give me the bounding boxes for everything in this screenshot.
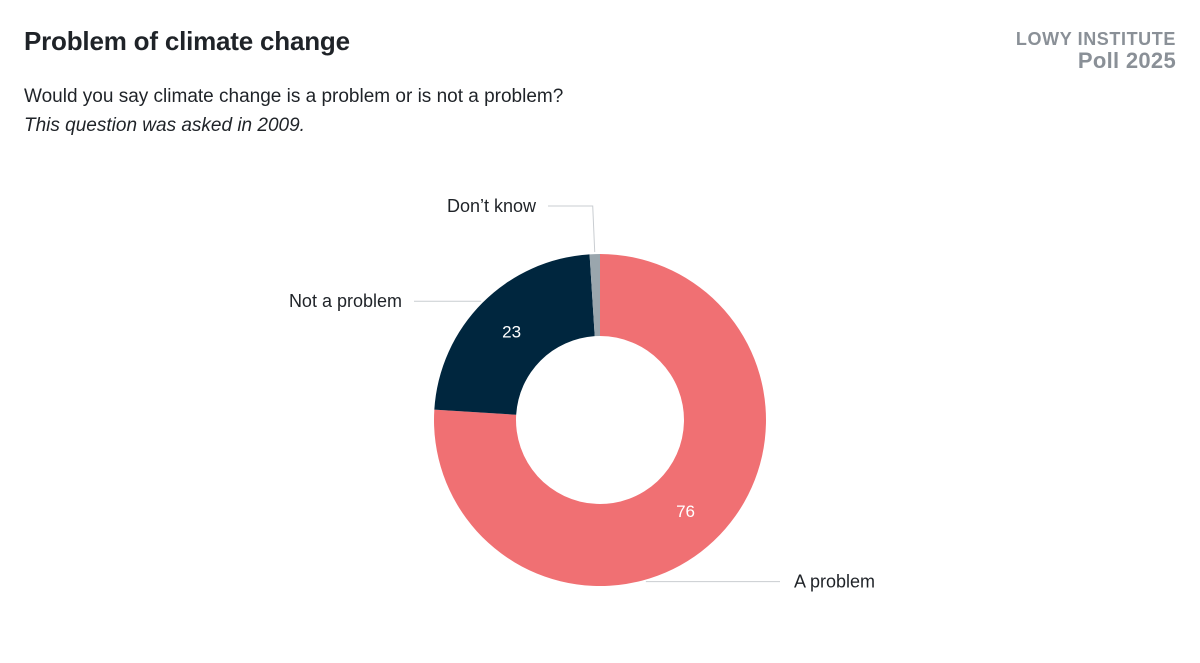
question-text: Would you say climate change is a proble… bbox=[24, 86, 564, 107]
question-note: This question was asked in 2009. bbox=[24, 115, 305, 136]
brand-poll: Poll 2025 bbox=[1077, 48, 1176, 73]
brand-name: LOWY INSTITUTE bbox=[1015, 29, 1176, 49]
value-label-a-problem: 76 bbox=[676, 502, 695, 521]
slice-a-problem bbox=[434, 254, 766, 586]
chart-subtitle: Would you say climate change is a proble… bbox=[24, 82, 563, 140]
category-label-a-problem: A problem bbox=[794, 572, 875, 592]
leader-line-don-t-know bbox=[548, 205, 596, 253]
slice-don-t-know bbox=[589, 254, 600, 337]
category-label-not-a-problem: Not a problem bbox=[289, 291, 402, 311]
brand-logo: LOWY INSTITUTE Poll 2025 bbox=[1016, 30, 1176, 72]
category-label-don-t-know: Don’t know bbox=[447, 196, 537, 216]
slice-not-a-problem bbox=[434, 254, 595, 415]
chart-title: Problem of climate change bbox=[24, 26, 350, 56]
value-label-not-a-problem: 23 bbox=[502, 323, 521, 342]
